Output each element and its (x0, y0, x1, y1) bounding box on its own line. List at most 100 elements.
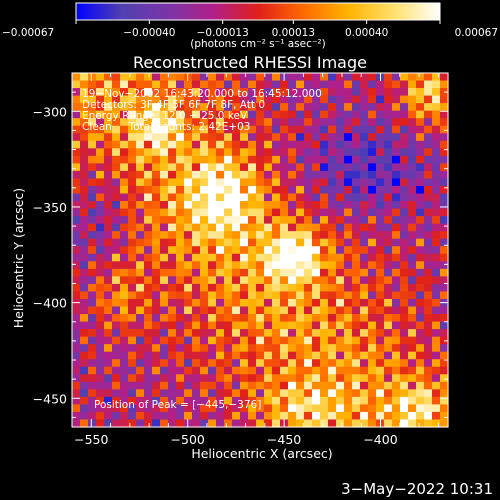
heatmap-cell (272, 95, 281, 104)
heatmap-cell (328, 95, 337, 104)
heatmap-cell (408, 283, 417, 293)
heatmap-cell (152, 223, 161, 232)
heatmap-cell (288, 201, 297, 210)
heatmap-cell (344, 298, 353, 308)
heatmap-cell (184, 351, 193, 360)
heatmap-cell (176, 298, 185, 308)
heatmap-cell (144, 133, 153, 142)
heatmap-cell (248, 193, 257, 202)
heatmap-cell (424, 238, 433, 247)
heatmap-cell (280, 336, 289, 345)
heatmap-cell (360, 208, 369, 217)
heatmap-cell (200, 133, 209, 142)
heatmap-cell (344, 231, 353, 240)
heatmap-cell (128, 276, 137, 285)
heatmap-cell (384, 88, 393, 97)
heatmap-cell (224, 88, 233, 97)
heatmap-cell (72, 208, 81, 217)
heatmap-cell (320, 80, 329, 89)
heatmap-cell (136, 133, 145, 142)
heatmap-cell (312, 381, 321, 390)
heatmap-cell (376, 389, 385, 398)
heatmap-cell (192, 110, 201, 119)
heatmap-cell (408, 276, 417, 285)
heatmap-cell (424, 329, 433, 338)
heatmap-cell (72, 185, 81, 195)
heatmap-cell (120, 404, 129, 413)
heatmap-cell (72, 170, 81, 180)
heatmap-cell (416, 396, 425, 405)
heatmap-cell (360, 95, 369, 104)
heatmap-cell (376, 238, 385, 247)
heatmap-cell (424, 193, 433, 202)
heatmap-cell (168, 344, 177, 353)
heatmap-cell (376, 298, 385, 308)
heatmap-cell (216, 283, 225, 293)
heatmap-cell (160, 381, 169, 390)
heatmap-cell (256, 404, 265, 413)
heatmap-cell (192, 208, 201, 217)
heatmap-cell (352, 103, 361, 112)
heatmap-cell (328, 381, 337, 390)
heatmap-cell (72, 246, 81, 255)
heatmap-cell (360, 148, 369, 157)
heatmap-cell (72, 148, 81, 157)
heatmap-cell (376, 396, 385, 405)
heatmap-cell (160, 351, 169, 360)
heatmap-cell (136, 95, 145, 104)
heatmap-cell (440, 223, 449, 232)
heatmap-cell (432, 231, 441, 240)
heatmap-cell (352, 351, 361, 360)
heatmap-cell (432, 246, 441, 255)
heatmap-cell (280, 276, 289, 285)
heatmap-cell (136, 163, 145, 172)
heatmap-cell (392, 246, 401, 255)
heatmap-cell (136, 359, 145, 368)
heatmap-cell (216, 404, 225, 413)
heatmap-cell (128, 314, 137, 323)
heatmap-cell (320, 201, 329, 210)
heatmap-cell (160, 110, 169, 119)
heatmap-cell (248, 374, 257, 383)
heatmap-cell (368, 253, 377, 262)
heatmap-cell (176, 321, 185, 330)
heatmap-cell (248, 306, 257, 315)
heatmap-cell (224, 73, 233, 82)
heatmap-cell (408, 155, 417, 164)
heatmap-cell (272, 396, 281, 405)
heatmap-cell (208, 133, 217, 142)
heatmap-cell (152, 110, 161, 119)
heatmap-cell (80, 216, 89, 225)
heatmap-cell (352, 359, 361, 368)
heatmap-cell (144, 231, 153, 240)
heatmap-cell (312, 351, 321, 360)
heatmap-cell (176, 283, 185, 293)
heatmap-cell (304, 231, 313, 240)
heatmap-cell (432, 411, 441, 421)
heatmap-cell (112, 125, 121, 134)
heatmap-cell (352, 411, 361, 421)
heatmap-cell (328, 140, 337, 149)
heatmap-cell (136, 351, 145, 360)
heatmap-cell (312, 73, 321, 82)
heatmap-cell (208, 155, 217, 164)
heatmap-cell (176, 170, 185, 180)
heatmap-cell (280, 208, 289, 217)
heatmap-cell (256, 238, 265, 247)
heatmap-cell (320, 298, 329, 308)
heatmap-cell (216, 381, 225, 390)
heatmap-cell (200, 95, 209, 104)
heatmap-cell (336, 389, 345, 398)
heatmap-cell (216, 148, 225, 157)
heatmap-cell (192, 298, 201, 308)
heatmap-cell (232, 419, 241, 428)
heatmap-cell (392, 396, 401, 405)
heatmap-cell (440, 419, 449, 428)
heatmap-cell (296, 125, 305, 134)
heatmap-cell (80, 170, 89, 180)
heatmap-cell (400, 268, 409, 277)
heatmap-cell (128, 118, 137, 127)
heatmap-cell (408, 246, 417, 255)
heatmap-cell (328, 419, 337, 428)
heatmap-cell (368, 344, 377, 353)
